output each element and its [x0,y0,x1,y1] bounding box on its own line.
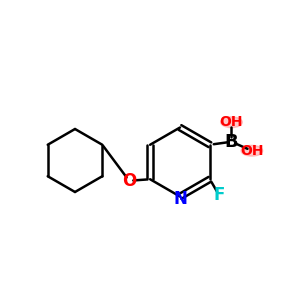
Text: B: B [225,133,238,151]
Text: OH: OH [220,115,243,129]
Text: OH: OH [240,144,264,158]
Text: F: F [214,186,225,204]
Text: N: N [173,190,187,208]
Ellipse shape [221,117,242,128]
Ellipse shape [241,145,263,156]
Text: O: O [122,172,136,190]
